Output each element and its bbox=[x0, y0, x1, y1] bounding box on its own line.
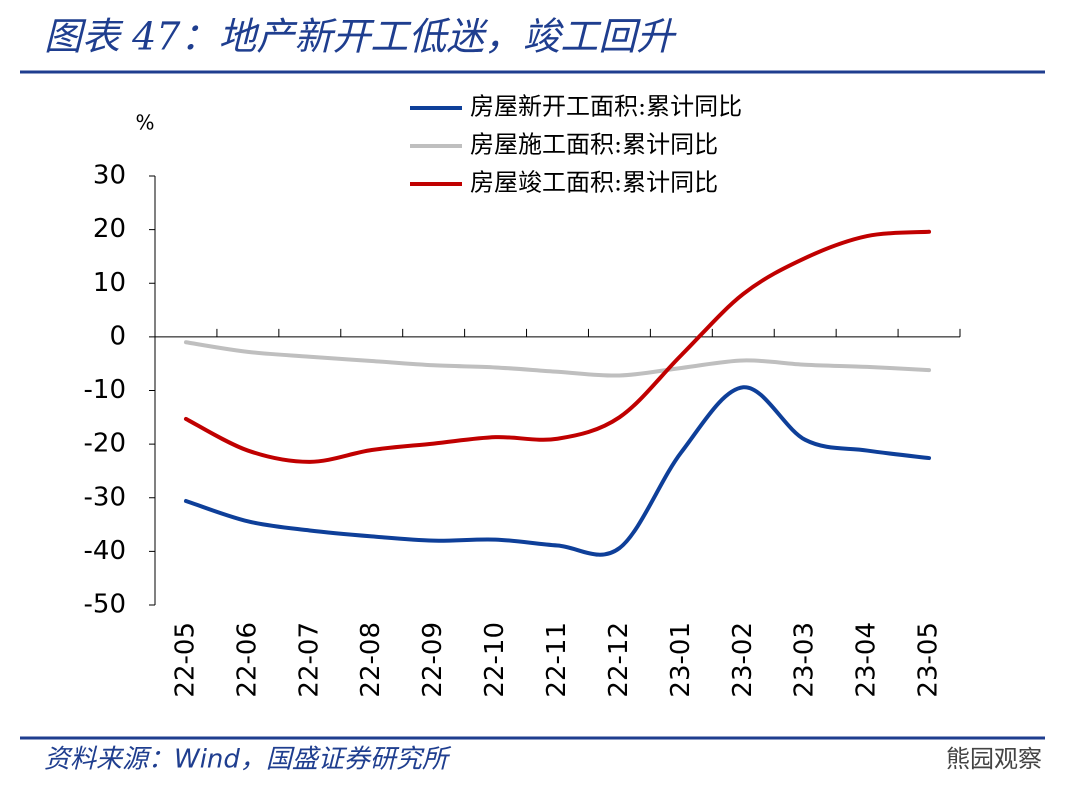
chart-title: 图表 47：地产新开工低迷，竣工回升 bbox=[44, 15, 677, 59]
y-tick-label: 20 bbox=[93, 214, 126, 244]
y-tick-label: -50 bbox=[84, 590, 126, 620]
x-tick-label: 22-09 bbox=[418, 622, 448, 698]
watermark: 熊园观察 bbox=[946, 745, 1042, 773]
legend-label: 房屋竣工面积:累计同比 bbox=[470, 169, 718, 197]
y-tick-label: -30 bbox=[84, 482, 126, 512]
source-note: 资料来源：Wind，国盛证券研究所 bbox=[44, 745, 452, 775]
x-tick-label: 22-07 bbox=[294, 622, 324, 698]
x-tick-label: 22-05 bbox=[170, 622, 200, 698]
y-tick-label: 0 bbox=[109, 321, 126, 351]
x-tick-label: 22-11 bbox=[542, 622, 572, 698]
x-tick-label: 22-10 bbox=[480, 622, 510, 698]
y-tick-label: -20 bbox=[84, 429, 126, 459]
y-tick-label: -40 bbox=[84, 536, 126, 566]
data-line bbox=[183, 340, 932, 378]
y-tick-label: 10 bbox=[93, 268, 126, 298]
x-tick-label: 23-04 bbox=[852, 622, 882, 698]
x-tick-label: 22-08 bbox=[356, 622, 386, 698]
x-tick-label: 23-01 bbox=[666, 622, 696, 698]
x-tick-label: 22-06 bbox=[232, 622, 262, 698]
x-tick-label: 23-03 bbox=[790, 622, 820, 698]
y-tick-label: -10 bbox=[84, 375, 126, 405]
legend-label: 房屋施工面积:累计同比 bbox=[470, 131, 718, 159]
data-line bbox=[183, 385, 932, 557]
data-line bbox=[183, 229, 932, 464]
y-tick-label: 30 bbox=[93, 161, 126, 191]
x-tick-label: 23-02 bbox=[728, 622, 758, 698]
x-tick-label: 22-12 bbox=[604, 622, 634, 698]
y-axis-unit: % bbox=[135, 111, 154, 135]
legend-label: 房屋新开工面积:累计同比 bbox=[470, 93, 742, 121]
x-tick-label: 23-05 bbox=[914, 622, 944, 698]
